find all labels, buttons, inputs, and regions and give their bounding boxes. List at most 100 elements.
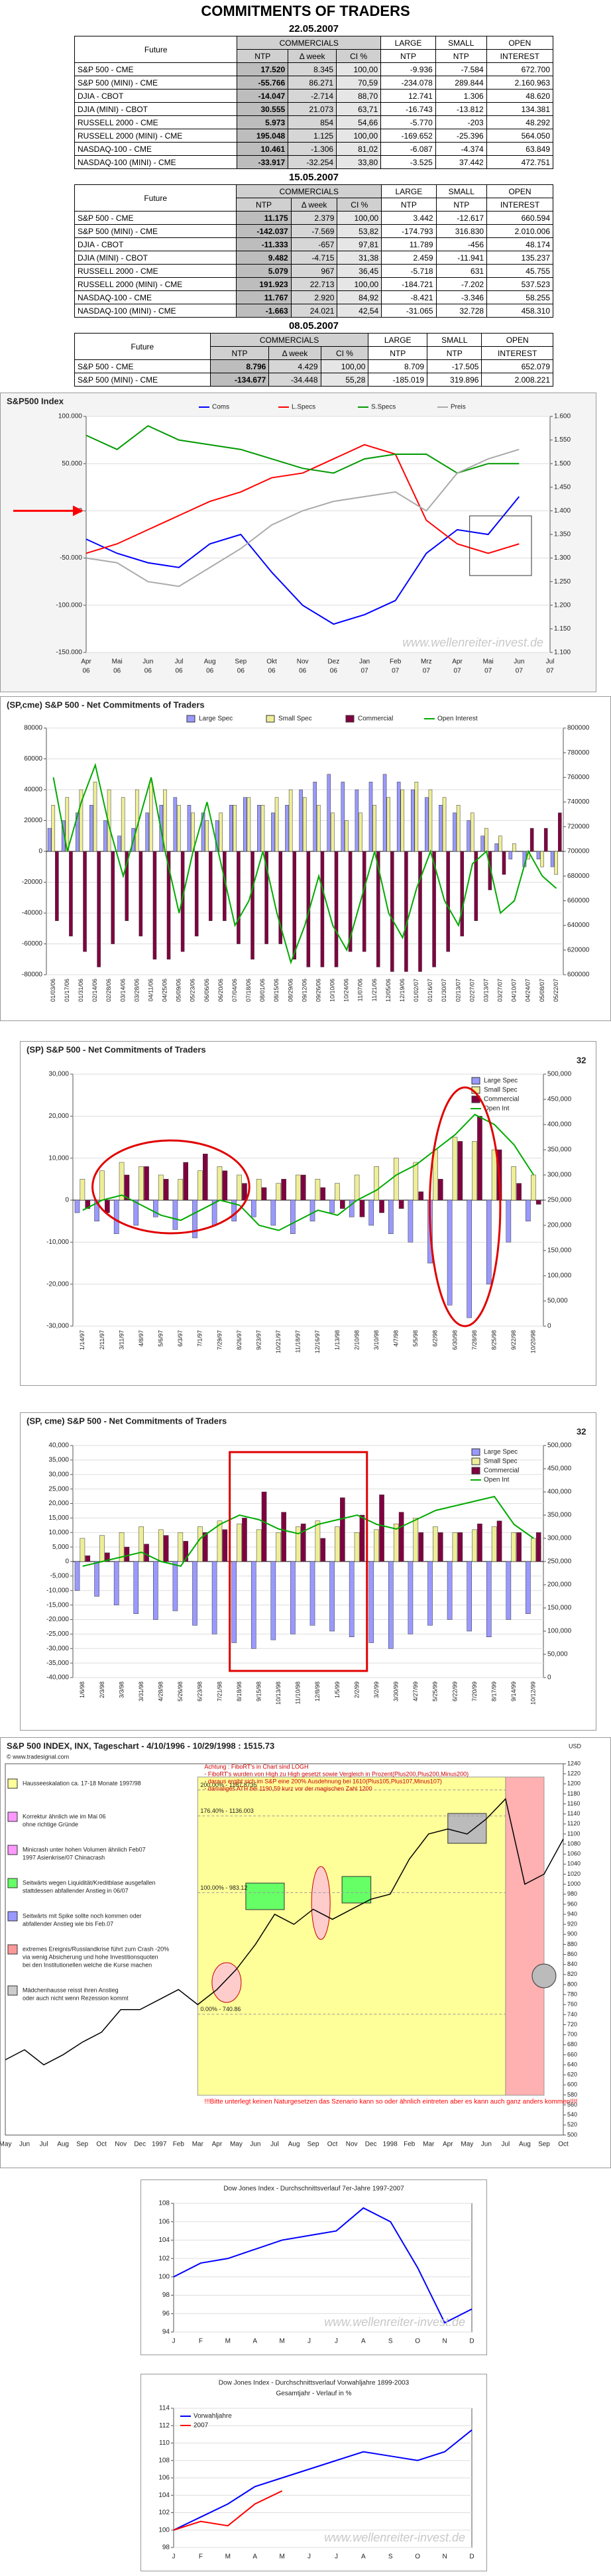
x-tick-label: Aug bbox=[519, 2141, 531, 2148]
table-cell: S&P 500 - CME bbox=[74, 359, 211, 373]
y2-tick-label: 860 bbox=[567, 1951, 577, 1957]
bar bbox=[536, 851, 541, 859]
x-tick-year: 06 bbox=[268, 668, 276, 675]
bar bbox=[103, 820, 107, 852]
bar bbox=[432, 851, 436, 967]
table-row: S&P 500 (MINI) - CME -55.766 86.271 70,59 -2… bbox=[74, 76, 554, 90]
table-cell: 48.292 bbox=[486, 115, 554, 129]
x-tick-label: 2/11/97 bbox=[99, 1330, 105, 1349]
x-tick-label: 11/10/98 bbox=[295, 1682, 302, 1704]
y2-tick-label: 50,000 bbox=[547, 1298, 568, 1305]
table-cell: DJIA - CBOT bbox=[74, 237, 237, 251]
x-tick-label: Dec bbox=[365, 2141, 377, 2148]
chart-title: Dow Jones Index - Durchschnittsverlauf 7… bbox=[223, 2185, 404, 2193]
header-cell: SMALL bbox=[435, 184, 488, 198]
x-tick-label: 7/28/98 bbox=[471, 1330, 478, 1350]
bar bbox=[55, 851, 59, 921]
bar bbox=[472, 1141, 477, 1201]
info-line: - damaliges ATH bei 1190,59 kurz vor der… bbox=[204, 1785, 372, 1792]
header-cell: Δ week bbox=[288, 49, 337, 63]
y2-tick-label: 450,000 bbox=[547, 1096, 572, 1103]
table-cell: 191.923 bbox=[236, 277, 292, 291]
bar bbox=[105, 1199, 110, 1213]
x-tick-label: Feb bbox=[390, 658, 402, 666]
bar bbox=[233, 805, 237, 852]
bar bbox=[135, 789, 139, 852]
y2-tick-label: 720000 bbox=[567, 823, 590, 830]
y2-tick-label: 780 bbox=[567, 1991, 577, 1997]
table-cell: 316.830 bbox=[435, 224, 488, 238]
x-tick-label: 2/3/98 bbox=[99, 1682, 105, 1698]
bar bbox=[425, 797, 429, 852]
legend-label: L.Specs bbox=[292, 404, 315, 411]
table-cell: 564.050 bbox=[486, 129, 554, 143]
header-cell: INTEREST bbox=[486, 198, 553, 212]
table-cell: -25.396 bbox=[435, 129, 487, 143]
bar bbox=[437, 1532, 443, 1562]
legend-label: Open Interest bbox=[437, 715, 478, 723]
x-tick-label: J bbox=[172, 2553, 176, 2561]
bar bbox=[296, 1174, 301, 1201]
bar bbox=[215, 820, 219, 852]
series-line bbox=[173, 2207, 472, 2324]
note-text: stattdessen abfallender Anstieg in 06/07 bbox=[23, 1887, 129, 1894]
x-tick-label: Oct bbox=[327, 2141, 338, 2148]
bar bbox=[172, 1199, 178, 1230]
x-tick-label: 11/07/06 bbox=[357, 979, 364, 1001]
table: Future COMMERCIALS LARGE SMALL OPEN NTP Δ week… bbox=[74, 36, 554, 169]
bar bbox=[359, 812, 362, 852]
legend-label: Vorwahljahre bbox=[194, 2413, 232, 2420]
y2-tick-label: 250,000 bbox=[547, 1558, 572, 1565]
table-cell: 9.482 bbox=[236, 251, 292, 265]
y2-tick-label: 1000 bbox=[567, 1880, 581, 1887]
bar bbox=[526, 1561, 531, 1614]
table-cell: 22.713 bbox=[290, 277, 338, 291]
bar bbox=[368, 1199, 374, 1226]
y-tick-label: 108 bbox=[158, 2200, 170, 2207]
table-cell: 37.442 bbox=[435, 155, 487, 169]
bar bbox=[139, 851, 143, 937]
bar bbox=[256, 1529, 262, 1562]
header-cell: NTP bbox=[435, 49, 487, 63]
bar bbox=[456, 805, 461, 852]
bar bbox=[299, 789, 303, 852]
bar bbox=[335, 1183, 340, 1201]
y-tick-label: -30,000 bbox=[46, 1323, 69, 1330]
table-cell: -1.306 bbox=[288, 142, 337, 156]
bar bbox=[124, 1546, 130, 1562]
y2-tick-label: 600 bbox=[567, 2081, 577, 2088]
x-tick-label: Sep bbox=[235, 658, 247, 666]
bar bbox=[222, 1529, 228, 1562]
bar bbox=[486, 1199, 492, 1284]
table-cell: NASDAQ-100 (MINI) - CME bbox=[74, 155, 238, 169]
legend-swatch bbox=[471, 1077, 480, 1085]
table-cell: 42,54 bbox=[337, 304, 382, 318]
table-cell: -16.743 bbox=[380, 102, 436, 116]
x-tick-label: Apr bbox=[212, 2141, 223, 2148]
y2-tick-label: 500 bbox=[567, 2131, 577, 2138]
legend-swatch bbox=[471, 1467, 480, 1475]
watermark: www.wellenreiter-invest.de bbox=[402, 636, 543, 649]
chart: (SP,cme) S&P 500 - Net Commitments of Tr… bbox=[0, 696, 611, 1021]
table-cell: -7.569 bbox=[290, 224, 338, 238]
table-cell: -5.718 bbox=[381, 264, 437, 278]
bar bbox=[320, 1538, 326, 1562]
table-cell: 32.728 bbox=[435, 304, 488, 318]
x-tick-year: 06 bbox=[144, 668, 152, 675]
y-tick-label: 108 bbox=[158, 2457, 170, 2464]
bar bbox=[163, 1179, 169, 1201]
x-tick-label: Apr bbox=[443, 2141, 453, 2148]
bar bbox=[264, 851, 268, 944]
y2-tick-label: 780000 bbox=[567, 749, 590, 757]
bar bbox=[535, 1199, 541, 1205]
x-tick-label: Nov bbox=[297, 658, 309, 666]
header-row: NTP Δ week CI % NTP NTP INTEREST bbox=[75, 198, 553, 212]
bar bbox=[270, 1199, 276, 1226]
bar bbox=[382, 774, 387, 852]
y-tick-label: 30,000 bbox=[48, 1471, 69, 1478]
y-tick-label: 40000 bbox=[24, 786, 42, 794]
y2-tick-label: 1200 bbox=[567, 1780, 581, 1787]
y2-tick-label: 560 bbox=[567, 2101, 577, 2108]
cot-table: 22.05.2007 Future COMMERCIALS LARGE SMALL OPE… bbox=[74, 23, 554, 169]
bar bbox=[139, 1526, 144, 1562]
